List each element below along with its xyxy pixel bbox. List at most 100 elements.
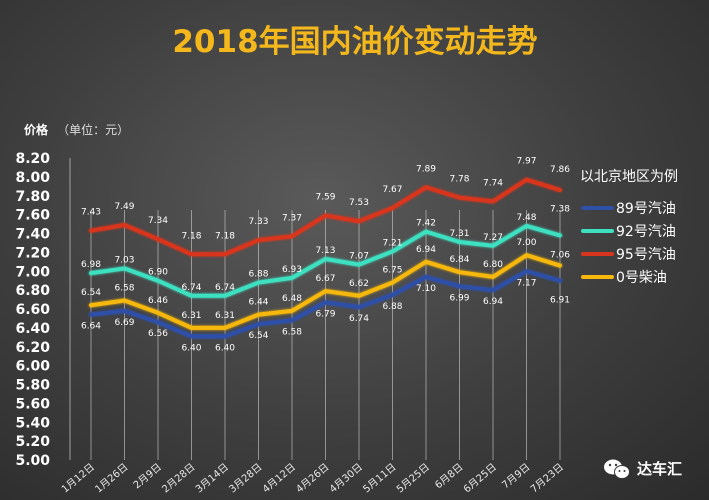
data-label: 7.18 (181, 231, 201, 241)
data-label: 6.91 (550, 296, 570, 306)
x-tick-label: 7月23日 (528, 461, 566, 495)
data-label: 7.07 (349, 252, 369, 262)
data-label: 7.33 (248, 217, 268, 227)
data-label: 7.67 (382, 185, 402, 195)
x-tick-label: 4月12日 (260, 461, 298, 495)
data-label: 7.43 (81, 208, 101, 218)
series-line (89, 177, 562, 257)
legend: 以北京地区为例 89号汽油 92号汽油 95号汽油 0号柴油 (580, 169, 678, 286)
x-tick-label: 2月28日 (160, 461, 198, 495)
data-label: 6.31 (181, 311, 201, 321)
y-tick-label: 6.60 (15, 302, 50, 318)
y-axis-title: 价格 (24, 122, 49, 137)
data-label: 7.37 (282, 213, 302, 223)
y-tick-label: 7.60 (15, 208, 50, 224)
y-tick-label: 7.80 (15, 189, 50, 205)
x-tick-label: 3月28日 (227, 461, 265, 495)
data-label: 6.58 (114, 284, 134, 294)
y-axis-unit: （单位：元） (57, 122, 129, 137)
data-label: 6.58 (282, 327, 302, 337)
y-tick-label: 6.80 (15, 283, 50, 299)
series-line (89, 223, 562, 298)
data-label: 7.31 (449, 229, 469, 239)
y-tick-label: 5.60 (15, 396, 50, 412)
x-tick-label: 7月9日 (500, 461, 533, 491)
x-tick-label: 5月25日 (394, 461, 432, 495)
x-tick-label: 4月30日 (327, 461, 365, 495)
data-label: 7.78 (449, 175, 469, 185)
data-label: 7.89 (416, 164, 436, 174)
data-label: 6.62 (349, 279, 369, 289)
watermark-text: 达车汇 (637, 460, 682, 478)
data-label: 7.53 (349, 198, 369, 208)
y-axis-label: 价格 （单位：元） (24, 119, 129, 138)
data-label: 6.80 (483, 260, 503, 270)
y-tick-label: 7.00 (15, 264, 50, 280)
data-label: 6.84 (449, 255, 469, 265)
y-tick-label: 5.40 (15, 415, 50, 431)
data-label: 6.40 (181, 343, 201, 353)
data-label: 6.90 (148, 268, 168, 278)
x-tick-label: 6月8日 (433, 461, 466, 491)
data-label: 7.18 (215, 231, 235, 241)
data-label: 7.10 (416, 284, 436, 294)
data-label: 6.88 (382, 302, 402, 312)
data-label: 7.34 (148, 216, 168, 226)
y-tick-label: 6.40 (15, 321, 50, 337)
data-label: 6.56 (148, 329, 168, 339)
data-label: 6.93 (282, 265, 302, 275)
y-tick-label: 5.20 (15, 434, 50, 450)
data-label: 7.13 (315, 246, 335, 256)
data-label: 6.75 (382, 266, 402, 276)
y-tick-label: 6.20 (15, 340, 50, 356)
data-label: 7.74 (483, 178, 503, 188)
x-tick-label: 6月25日 (461, 461, 499, 495)
data-label: 6.67 (315, 274, 335, 284)
data-label: 7.48 (516, 213, 536, 223)
data-label: 6.74 (349, 314, 369, 324)
data-label: 6.40 (215, 343, 235, 353)
data-label: 7.17 (516, 278, 536, 288)
data-label: 7.21 (382, 238, 402, 248)
data-label: 7.06 (550, 251, 570, 261)
watermark: 达车汇 (604, 459, 682, 479)
data-label: 6.79 (315, 309, 335, 319)
y-tick-label: 8.20 (15, 151, 50, 167)
data-label: 6.69 (114, 318, 134, 328)
data-label: 7.97 (516, 157, 536, 167)
data-label: 6.44 (248, 298, 268, 308)
x-tick-label: 1月12日 (59, 461, 97, 495)
y-tick-label: 5.00 (15, 453, 50, 469)
legend-label: 95号汽油 (616, 247, 676, 263)
data-label: 7.03 (114, 255, 134, 265)
y-tick-label: 5.80 (15, 378, 50, 394)
wechat-icon (604, 459, 630, 479)
data-label: 6.99 (449, 293, 469, 303)
x-tick-label: 1月26日 (93, 461, 131, 495)
data-label: 6.98 (81, 260, 101, 270)
data-label: 7.49 (114, 202, 134, 212)
y-tick-label: 7.20 (15, 245, 50, 261)
legend-label: 92号汽油 (616, 224, 676, 240)
data-label: 6.94 (483, 297, 503, 307)
data-labels: 7.43 7.49 7.34 7.18 7.18 7.33 7.37 7.59 7.53 7.67… (81, 157, 570, 354)
data-label: 6.48 (282, 294, 302, 304)
data-label: 6.64 (81, 322, 101, 332)
y-tick-label: 7.40 (15, 227, 50, 243)
data-label: 6.74 (181, 283, 201, 293)
data-label: 6.94 (416, 245, 436, 255)
x-tick-label: 2月9日 (131, 461, 164, 491)
legend-label: 89号汽油 (616, 201, 676, 217)
data-label: 7.27 (483, 233, 503, 243)
data-label: 6.31 (215, 311, 235, 321)
x-tick-label: 5月11日 (361, 461, 399, 495)
legend-label: 0号柴油 (616, 270, 667, 286)
y-tick-label: 6.00 (15, 359, 50, 375)
y-axis-ticks: 5.00 5.20 5.40 5.60 5.80 6.00 6.20 6.40 6.60 6.80… (15, 151, 50, 469)
data-label: 7.86 (550, 165, 570, 175)
y-tick-label: 8.00 (15, 170, 50, 186)
data-label: 6.74 (215, 283, 235, 293)
x-tick-label: 4月26日 (294, 461, 332, 495)
series-line (89, 269, 562, 339)
